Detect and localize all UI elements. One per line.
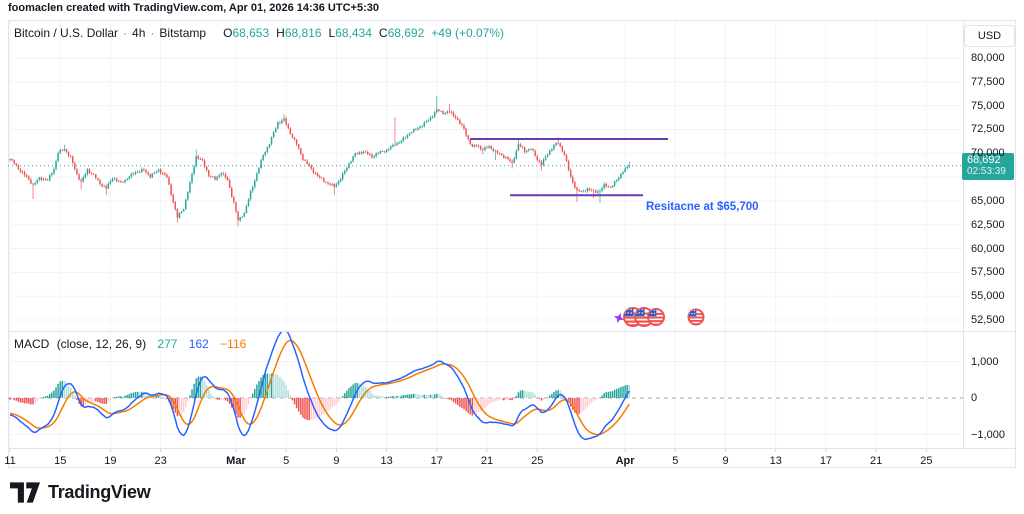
symbol-interval[interactable]: 4h	[132, 26, 146, 40]
legend-separator: ·	[123, 26, 128, 40]
candlestick-series[interactable]	[9, 96, 631, 227]
bar-countdown: 02:53:39	[967, 166, 1006, 178]
time-tick-label: 19	[104, 455, 117, 467]
macd-title[interactable]: MACD	[14, 337, 50, 351]
time-tick-label: 21	[480, 455, 494, 467]
time-tick-label: 17	[430, 455, 443, 467]
close-value: 68,692	[387, 26, 425, 40]
time-tick-label: 17	[819, 455, 833, 467]
price-tick-label: 57,500	[971, 266, 1005, 279]
pane-divider[interactable]	[8, 331, 1016, 332]
macd-signal-value: −116	[220, 337, 247, 351]
symbol-legend[interactable]: Bitcoin / U.S. Dollar · 4h · Bitstamp O68,653…	[14, 26, 504, 40]
symbol-exchange: Bitstamp	[159, 26, 207, 40]
legend-separator: ·	[150, 26, 155, 40]
purple-sparkle-emoji[interactable]	[612, 311, 626, 325]
last-price-value: 68,692	[967, 154, 1001, 167]
macd-hist-value: 277	[157, 337, 178, 351]
time-tick-label: 25	[531, 455, 544, 467]
time-tick-label: 23	[154, 455, 167, 467]
time-tick-label: 5	[672, 455, 679, 467]
high-value: 68,816	[284, 26, 322, 40]
chart-pane[interactable]	[0, 0, 963, 514]
time-tick-label: 13	[769, 455, 782, 467]
macd-tick-label: −1,000	[971, 428, 1005, 441]
resistance-annotation-text[interactable]: Resitacne at $65,700	[646, 201, 759, 213]
currency-toggle-button[interactable]: USD	[964, 25, 1015, 47]
macd-tick-label: 0	[971, 392, 978, 404]
open-value: 68,653	[232, 26, 270, 40]
tradingview-logo-text: TradingView	[48, 482, 151, 502]
low-label: L	[328, 26, 336, 40]
chart-border	[8, 20, 1016, 468]
time-tick-label: 11	[4, 455, 16, 467]
time-tick-label: Apr	[615, 455, 635, 467]
time-tick-label: 13	[380, 455, 393, 467]
price-tick-label: 55,000	[971, 290, 1005, 303]
time-tick-label: 5	[283, 455, 290, 467]
price-tick-label: 62,500	[971, 218, 1005, 231]
change-value: +49 (+0.07%)	[431, 26, 504, 40]
time-tick-label: 25	[920, 455, 933, 467]
ohlc-values: O68,653 H68,816 L68,434 C68,692 +49 (+0.07%)	[216, 26, 504, 40]
price-tick-label: 80,000	[971, 52, 1005, 64]
low-value: 68,434	[335, 26, 372, 40]
price-tick-label: 75,000	[971, 99, 1005, 112]
us-flag-emoji[interactable]	[687, 308, 705, 326]
macd-params: (close, 12, 26, 9)	[56, 337, 147, 351]
macd-legend[interactable]: MACD (close, 12, 26, 9) 277 162 −116	[14, 337, 246, 351]
time-tick-label: 21	[870, 455, 883, 467]
time-tick-label: 15	[54, 455, 67, 467]
price-tick-label: 70,000	[971, 147, 1005, 160]
high-label: H	[276, 26, 285, 40]
price-tick-label: 77,500	[971, 75, 1005, 88]
gridlines	[8, 21, 963, 448]
open-label: O	[223, 26, 233, 40]
macd-line-value: 162	[188, 337, 209, 351]
macd-tick-label: 1,000	[971, 355, 999, 368]
time-tick-label: 9	[722, 455, 729, 467]
time-tick-label: Mar	[226, 455, 246, 467]
us-flag-emoji[interactable]	[647, 308, 665, 326]
price-tick-label: 60,000	[971, 242, 1005, 255]
time-axis-separator	[8, 448, 1016, 449]
price-tick-label: 52,500	[971, 314, 1005, 326]
tradingview-logo-icon	[10, 482, 40, 503]
tradingview-logo[interactable]: TradingView	[10, 482, 151, 503]
symbol-title[interactable]: Bitcoin / U.S. Dollar	[14, 26, 119, 40]
close-label: C	[378, 26, 388, 40]
time-tick-label: 9	[333, 455, 340, 467]
macd-series[interactable]	[9, 329, 631, 441]
price-tick-label: 65,000	[971, 194, 1005, 207]
last-price-label: 68,692 02:53:39	[962, 152, 1014, 180]
chart-markers	[612, 307, 705, 327]
price-axis-separator	[963, 20, 964, 449]
snapshot-watermark: foomaclen created with TradingView.com, …	[8, 2, 379, 14]
price-tick-label: 72,500	[971, 123, 1005, 136]
